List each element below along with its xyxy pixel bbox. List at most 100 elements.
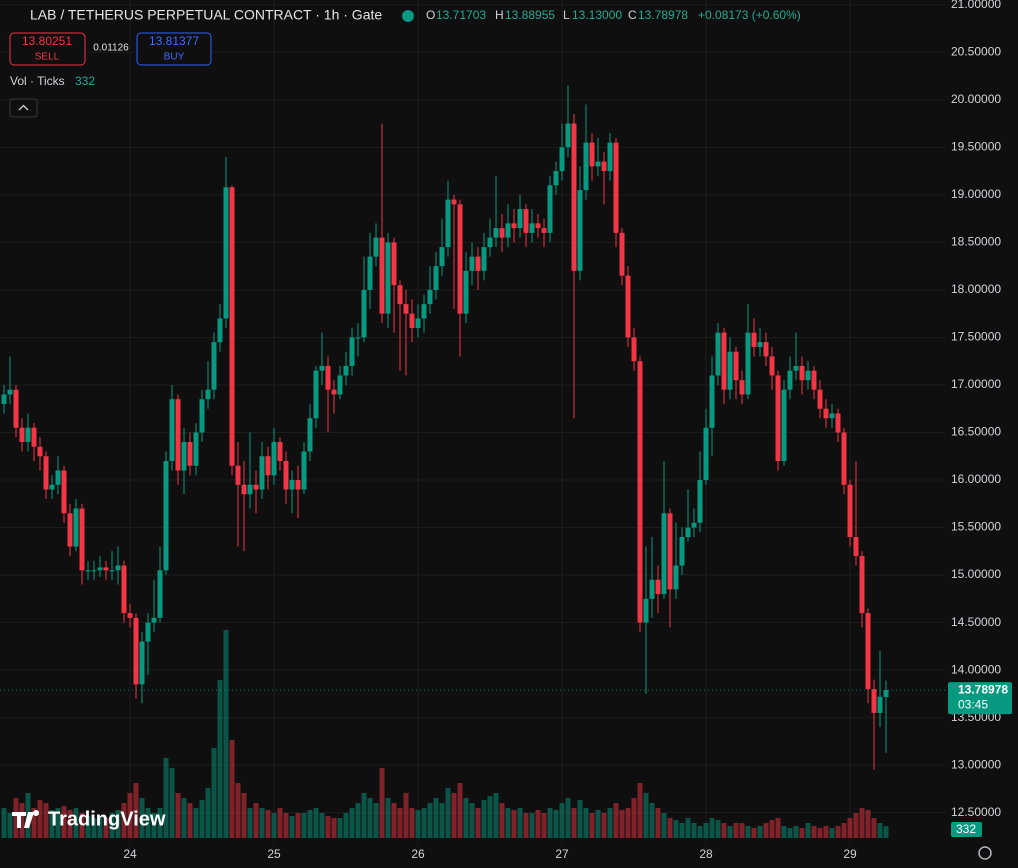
- candle-body: [55, 470, 61, 485]
- change-value: +0.08173 (+0.60%): [698, 8, 801, 22]
- candle-body: [601, 161, 607, 172]
- volume-bar: [601, 813, 607, 838]
- candle-body: [451, 199, 457, 205]
- candle-body: [595, 161, 601, 167]
- candle-body: [175, 399, 181, 471]
- candle-body: [835, 413, 841, 433]
- chevron-icon: [18, 104, 29, 111]
- volume-bar: [703, 823, 709, 838]
- volume-bar: [211, 748, 217, 838]
- volume-bar: [73, 808, 79, 838]
- y-tick-label: 19.50000: [951, 140, 1001, 154]
- candle-body: [223, 187, 229, 319]
- candle-body: [109, 570, 115, 572]
- volume-bar: [253, 803, 259, 838]
- candle-body: [349, 337, 355, 366]
- candle-body: [817, 389, 823, 409]
- volume-bar: [7, 813, 13, 838]
- candle-body: [205, 389, 211, 400]
- volume-bar: [673, 820, 679, 838]
- volume-tag: [951, 822, 982, 837]
- candle-body: [679, 537, 685, 566]
- x-tick-label: 24: [123, 847, 137, 861]
- volume-bar: [859, 808, 865, 838]
- candle-body: [421, 304, 427, 319]
- volume-bar: [871, 818, 877, 838]
- candle-body: [313, 370, 319, 419]
- settings-button[interactable]: [978, 846, 992, 860]
- candle-body: [49, 484, 55, 490]
- low-value: 13.13000: [572, 8, 622, 22]
- candle-body: [571, 123, 577, 271]
- volume-bar: [49, 810, 55, 838]
- collapse-button[interactable]: [9, 98, 38, 118]
- volume-bar: [463, 798, 469, 838]
- candle-body: [247, 484, 253, 495]
- candle-body: [499, 228, 505, 238]
- candle-body: [511, 223, 517, 229]
- candle-body: [715, 332, 721, 376]
- candle-body: [517, 209, 523, 229]
- volume-bar: [427, 803, 433, 838]
- volume-bar: [763, 823, 769, 838]
- volume-bar: [715, 820, 721, 838]
- price-tag-value: 13.78978: [958, 682, 1008, 696]
- candle-body: [625, 275, 631, 338]
- candle-body: [709, 375, 715, 428]
- candle-body: [295, 480, 301, 490]
- buy-button[interactable]: [136, 32, 212, 66]
- candle-body: [877, 696, 883, 713]
- y-tick-label: 14.00000: [951, 662, 1001, 676]
- volume-pane: [1, 630, 889, 838]
- candle-body: [103, 567, 109, 571]
- volume-bar: [193, 808, 199, 838]
- volume-bar: [79, 813, 85, 838]
- candle-body: [19, 427, 25, 442]
- buy-price: 13.81377: [149, 34, 199, 48]
- volume-legend-value: 332: [75, 74, 95, 88]
- candle-body: [787, 370, 793, 390]
- volume-legend-label: Vol · Ticks: [10, 74, 65, 88]
- volume-bar: [739, 823, 745, 838]
- volume-bar: [571, 808, 577, 838]
- candle-body: [751, 332, 757, 347]
- volume-bar: [769, 820, 775, 838]
- candle-body: [403, 304, 409, 314]
- volume-bar: [337, 818, 343, 838]
- sell-button[interactable]: [9, 32, 86, 66]
- candle-body: [379, 237, 385, 314]
- candle-body: [151, 617, 157, 623]
- low-label: L: [563, 8, 570, 22]
- candle-body: [457, 204, 463, 314]
- volume-bar: [55, 808, 61, 838]
- volume-bar: [307, 810, 313, 838]
- volume-bar: [19, 803, 25, 838]
- volume-bar: [277, 808, 283, 838]
- symbol-title: LAB / TETHERUS PERPETUAL CONTRACT · 1h ·…: [30, 7, 382, 23]
- sell-price: 13.80251: [22, 34, 72, 48]
- candle-body: [565, 123, 571, 148]
- candle-body: [259, 456, 265, 490]
- candle-body: [805, 370, 811, 381]
- open-label: O: [426, 8, 435, 22]
- candle-body: [325, 365, 331, 390]
- candle-body: [331, 389, 337, 395]
- volume-bar: [379, 768, 385, 838]
- volume-bar: [13, 798, 19, 838]
- volume-bar: [43, 803, 49, 838]
- candle-body: [439, 247, 445, 267]
- volume-bar: [535, 810, 541, 838]
- candle-body: [481, 247, 487, 271]
- candle-body: [727, 351, 733, 390]
- candle-body: [553, 171, 559, 186]
- volume-bar: [481, 800, 487, 838]
- volume-bar: [541, 813, 547, 838]
- volume-bar: [727, 826, 733, 838]
- candle-body: [685, 527, 691, 538]
- volume-bar: [877, 823, 883, 838]
- candle-body: [277, 441, 283, 461]
- volume-bar: [589, 813, 595, 838]
- volume-bar: [175, 793, 181, 838]
- candle-body: [697, 480, 703, 523]
- volume-bar: [343, 813, 349, 838]
